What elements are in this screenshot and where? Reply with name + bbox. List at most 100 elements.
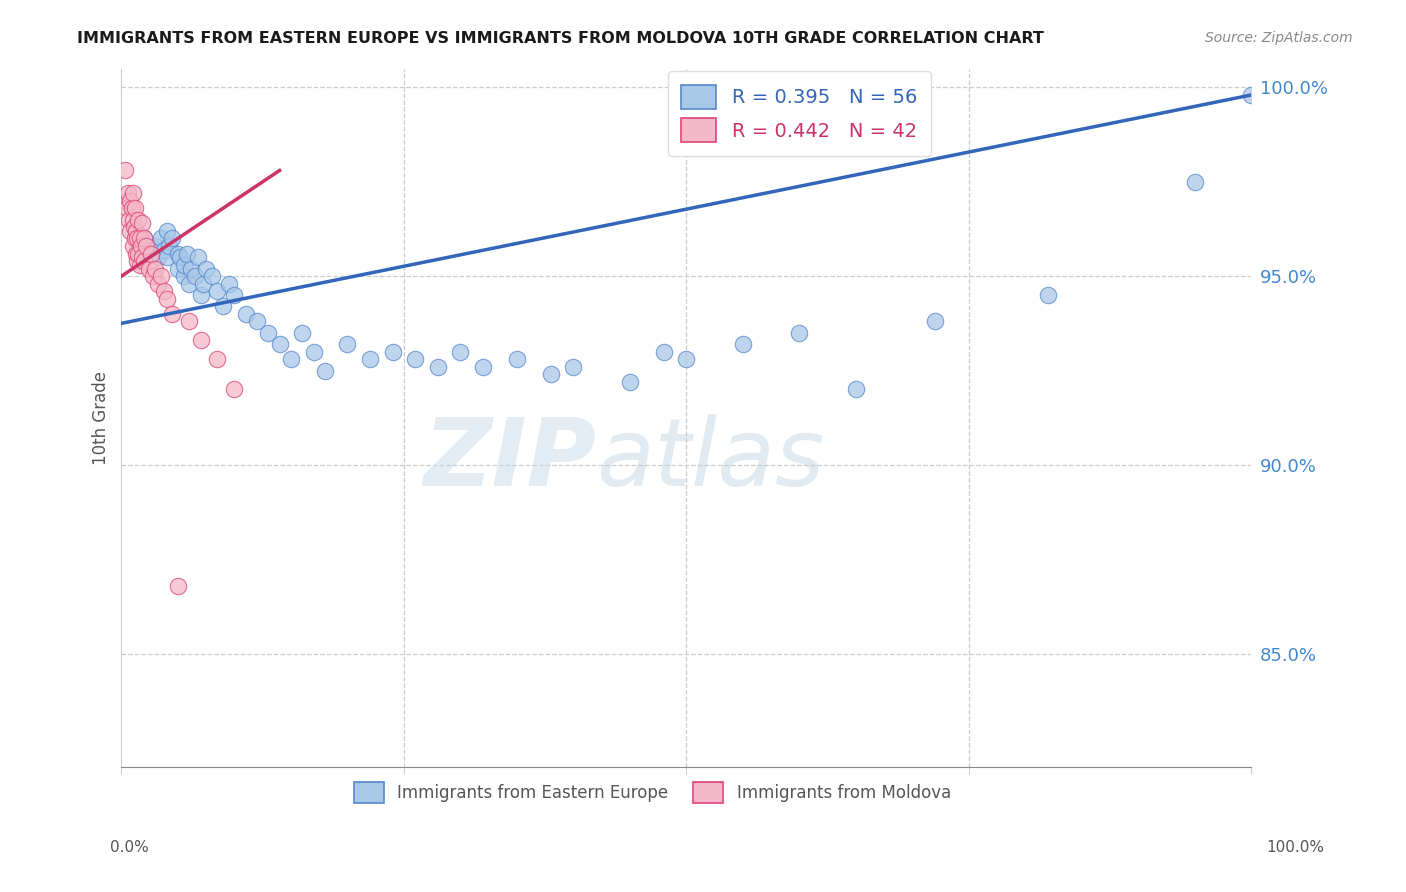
Point bbox=[156, 224, 179, 238]
Point bbox=[562, 359, 585, 374]
Point bbox=[302, 344, 325, 359]
Point bbox=[167, 261, 190, 276]
Point bbox=[789, 326, 811, 340]
Point bbox=[143, 261, 166, 276]
Point bbox=[143, 239, 166, 253]
Point bbox=[150, 269, 173, 284]
Point bbox=[184, 269, 207, 284]
Point bbox=[195, 261, 218, 276]
Point bbox=[291, 326, 314, 340]
Point bbox=[114, 163, 136, 178]
Point bbox=[218, 277, 240, 291]
Point bbox=[127, 231, 149, 245]
Text: IMMIGRANTS FROM EASTERN EUROPE VS IMMIGRANTS FROM MOLDOVA 10TH GRADE CORRELATION: IMMIGRANTS FROM EASTERN EUROPE VS IMMIGR… bbox=[77, 31, 1045, 46]
Point bbox=[129, 239, 152, 253]
Point bbox=[1184, 175, 1206, 189]
Point bbox=[173, 258, 195, 272]
Point bbox=[190, 288, 212, 302]
Point bbox=[506, 352, 529, 367]
Point bbox=[162, 307, 184, 321]
Legend: Immigrants from Eastern Europe, Immigrants from Moldova: Immigrants from Eastern Europe, Immigran… bbox=[346, 774, 959, 811]
Point bbox=[173, 269, 195, 284]
Point bbox=[122, 220, 145, 235]
Point bbox=[169, 250, 191, 264]
Point bbox=[125, 246, 148, 260]
Point bbox=[127, 212, 149, 227]
Point bbox=[336, 337, 359, 351]
Point bbox=[191, 277, 214, 291]
Point bbox=[280, 352, 302, 367]
Point bbox=[652, 344, 675, 359]
Point bbox=[121, 186, 143, 200]
Point bbox=[156, 250, 179, 264]
Point bbox=[131, 216, 153, 230]
Point bbox=[127, 254, 149, 268]
Point bbox=[121, 239, 143, 253]
Point bbox=[142, 269, 165, 284]
Point bbox=[125, 224, 148, 238]
Text: ZIP: ZIP bbox=[423, 414, 596, 506]
Point bbox=[157, 239, 180, 253]
Point bbox=[138, 243, 160, 257]
Point bbox=[139, 246, 162, 260]
Point bbox=[224, 383, 246, 397]
Point bbox=[224, 288, 246, 302]
Point bbox=[115, 201, 138, 215]
Point bbox=[207, 352, 229, 367]
Point bbox=[449, 344, 471, 359]
Point bbox=[132, 231, 155, 245]
Point bbox=[176, 246, 198, 260]
Text: atlas: atlas bbox=[596, 414, 824, 505]
Point bbox=[212, 299, 235, 313]
Point bbox=[675, 352, 697, 367]
Point bbox=[257, 326, 280, 340]
Point bbox=[540, 368, 562, 382]
Text: 0.0%: 0.0% bbox=[110, 840, 149, 855]
Point bbox=[167, 579, 190, 593]
Point bbox=[619, 375, 641, 389]
Point bbox=[201, 269, 224, 284]
Point bbox=[120, 194, 142, 208]
Point bbox=[845, 383, 868, 397]
Point bbox=[1036, 288, 1059, 302]
Point bbox=[128, 258, 150, 272]
Point bbox=[131, 250, 153, 264]
Point bbox=[269, 337, 291, 351]
Point bbox=[359, 352, 381, 367]
Point bbox=[153, 285, 176, 299]
Point bbox=[121, 212, 143, 227]
Point bbox=[179, 314, 201, 328]
Point bbox=[187, 250, 209, 264]
Text: Source: ZipAtlas.com: Source: ZipAtlas.com bbox=[1205, 31, 1353, 45]
Point bbox=[117, 186, 139, 200]
Point bbox=[190, 334, 212, 348]
Point bbox=[924, 314, 946, 328]
Point bbox=[115, 194, 138, 208]
Point bbox=[1240, 87, 1263, 102]
Point bbox=[235, 307, 257, 321]
Point bbox=[120, 224, 142, 238]
Point bbox=[314, 363, 336, 377]
Point bbox=[153, 243, 176, 257]
Point bbox=[118, 212, 141, 227]
Point bbox=[472, 359, 495, 374]
Point bbox=[167, 246, 190, 260]
Point bbox=[128, 231, 150, 245]
Point bbox=[180, 261, 202, 276]
Point bbox=[146, 277, 169, 291]
Point bbox=[156, 292, 179, 306]
Point bbox=[426, 359, 449, 374]
Point bbox=[121, 201, 143, 215]
Point bbox=[404, 352, 426, 367]
Text: 100.0%: 100.0% bbox=[1267, 840, 1324, 855]
Point bbox=[146, 250, 169, 264]
Point bbox=[731, 337, 754, 351]
Point bbox=[179, 277, 201, 291]
Point bbox=[127, 246, 149, 260]
Point bbox=[124, 231, 146, 245]
Point bbox=[207, 285, 229, 299]
Y-axis label: 10th Grade: 10th Grade bbox=[93, 371, 110, 465]
Point bbox=[162, 231, 184, 245]
Point bbox=[135, 239, 157, 253]
Point bbox=[150, 231, 173, 245]
